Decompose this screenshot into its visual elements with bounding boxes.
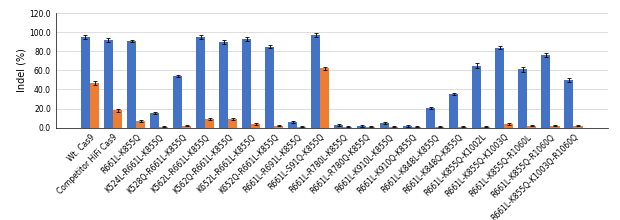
- Bar: [251, 124, 260, 128]
- Bar: [357, 126, 366, 128]
- Bar: [159, 127, 168, 128]
- Bar: [449, 94, 458, 128]
- Bar: [219, 42, 228, 128]
- Bar: [196, 37, 205, 128]
- Bar: [127, 41, 136, 128]
- Bar: [205, 119, 215, 128]
- Bar: [104, 40, 113, 128]
- Bar: [481, 127, 490, 128]
- Bar: [150, 113, 159, 128]
- Bar: [136, 121, 145, 128]
- Bar: [343, 127, 352, 128]
- Bar: [472, 66, 481, 128]
- Bar: [311, 35, 320, 128]
- Y-axis label: Indel (%): Indel (%): [16, 48, 27, 92]
- Bar: [412, 127, 422, 128]
- Bar: [389, 127, 399, 128]
- Bar: [504, 124, 513, 128]
- Bar: [426, 108, 435, 128]
- Bar: [518, 70, 527, 128]
- Bar: [288, 122, 297, 128]
- Bar: [564, 80, 574, 128]
- Bar: [274, 126, 283, 128]
- Bar: [495, 48, 504, 128]
- Bar: [113, 110, 122, 128]
- Bar: [90, 83, 99, 128]
- Bar: [574, 126, 583, 128]
- Bar: [380, 123, 389, 128]
- Bar: [541, 55, 551, 128]
- Bar: [242, 39, 251, 128]
- Bar: [403, 126, 412, 128]
- Bar: [182, 126, 192, 128]
- Bar: [435, 127, 445, 128]
- Bar: [551, 126, 559, 128]
- Bar: [334, 125, 343, 128]
- Bar: [265, 47, 274, 128]
- Bar: [366, 127, 376, 128]
- Bar: [173, 76, 182, 128]
- Bar: [527, 126, 536, 128]
- Bar: [81, 37, 90, 128]
- Bar: [320, 68, 329, 128]
- Bar: [228, 119, 237, 128]
- Bar: [297, 127, 306, 128]
- Bar: [458, 127, 467, 128]
